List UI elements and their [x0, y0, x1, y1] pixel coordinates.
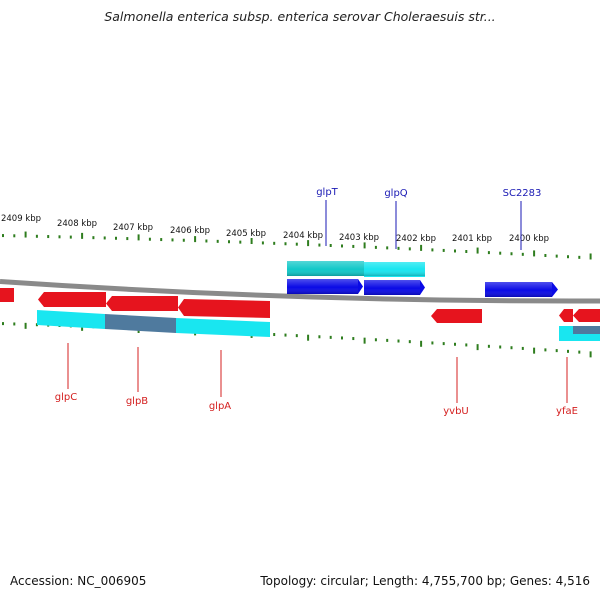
gene-bar-glpC[interactable]	[37, 310, 105, 329]
forward-bar-shading	[287, 261, 425, 276]
cds-arrow-yfaE-2[interactable]	[573, 309, 600, 322]
kbp-label: 2405 kbp	[226, 229, 266, 239]
kbp-label: 2400 kbp	[509, 234, 549, 244]
shading-overlays	[287, 261, 552, 297]
gene-bar-yfaE-overlap[interactable]	[573, 326, 600, 334]
genome-backbone	[0, 279, 600, 304]
kbp-label: 2402 kbp	[396, 234, 436, 244]
cds-glpT-shading	[287, 279, 358, 294]
gene-bar-glpB[interactable]	[105, 314, 176, 333]
cds-arrow-glpB[interactable]	[106, 296, 178, 311]
kbp-label: 2401 kbp	[452, 234, 492, 244]
cds-glpQ-shading	[364, 280, 420, 295]
cds-arrow-partial-left[interactable]	[0, 288, 14, 302]
kbp-label: 2406 kbp	[170, 226, 210, 236]
accession-label: Accession: NC_006905	[10, 574, 147, 588]
gene-label-glpQ[interactable]: glpQ	[384, 188, 407, 199]
reverse-cds-arrows	[0, 288, 600, 323]
cds-arrow-yfaE-1[interactable]	[559, 309, 573, 322]
gene-bar-glpA[interactable]	[176, 318, 270, 337]
gene-label-yvbU[interactable]: yvbU	[443, 406, 469, 417]
cds-arrow-glpC[interactable]	[38, 292, 106, 307]
gene-label-glpA[interactable]: glpA	[209, 401, 231, 412]
kbp-axis-labels: 2409 kbp 2408 kbp 2407 kbp 2406 kbp 2405…	[1, 214, 549, 244]
gene-label-leaders	[67, 200, 568, 403]
kbp-label: 2408 kbp	[57, 219, 97, 229]
gene-label-glpC[interactable]: glpC	[55, 392, 77, 403]
kbp-label: 2409 kbp	[1, 214, 41, 224]
gene-label-SC2283[interactable]: SC2283	[503, 188, 542, 199]
kbp-label: 2403 kbp	[339, 233, 379, 243]
cds-SC2283-shading	[485, 282, 552, 297]
reverse-gene-bars	[37, 310, 600, 341]
gene-label-glpB[interactable]: glpB	[126, 396, 148, 407]
gene-label-glpT[interactable]: glpT	[316, 187, 338, 198]
genome-summary: Topology: circular; Length: 4,755,700 bp…	[260, 574, 590, 588]
kbp-label: 2407 kbp	[113, 223, 153, 233]
kbp-label: 2404 kbp	[283, 231, 323, 241]
gene-label-yfaE[interactable]: yfaE	[556, 406, 578, 417]
gene-labels: glpT glpQ SC2283 glpC glpB glpA yvbU yfa…	[55, 187, 578, 417]
outer-tick-marks	[2, 231, 592, 260]
cds-arrow-glpA[interactable]	[178, 299, 270, 318]
page-title: Salmonella enterica subsp. enterica sero…	[104, 9, 496, 24]
cds-arrow-yvbU[interactable]	[431, 309, 482, 323]
